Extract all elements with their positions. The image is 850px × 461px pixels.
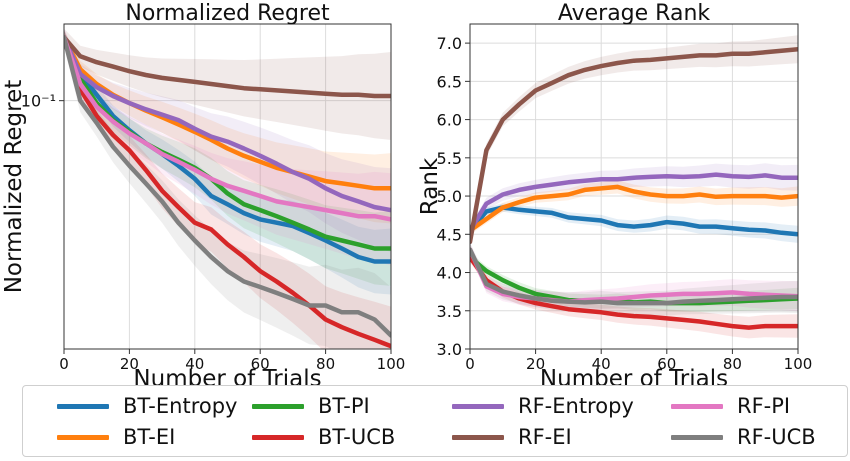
y-tick-label: 3.0 xyxy=(437,340,462,359)
y-tick-label: 5.0 xyxy=(437,187,462,206)
chart-title: Normalized Regret xyxy=(125,1,330,26)
legend-item-bt-ei: BT-EI xyxy=(57,423,175,451)
legend-label: RF-UCB xyxy=(737,425,816,449)
legend-swatch xyxy=(452,434,504,440)
series-line-bt-ucb xyxy=(64,35,391,349)
legend-item-bt-ucb: BT-UCB xyxy=(252,423,395,451)
legend-item-rf-entropy: RF-Entropy xyxy=(452,392,634,420)
x-tick-label: 0 xyxy=(465,355,475,373)
legend-label: BT-Entropy xyxy=(123,394,238,418)
band-bt-ucb xyxy=(64,29,391,349)
y-tick-label: 5.5 xyxy=(437,149,462,168)
legend-item-bt-entropy: BT-Entropy xyxy=(57,392,237,420)
legend-label: BT-UCB xyxy=(318,425,396,449)
legend-label: BT-EI xyxy=(123,425,176,449)
legend-swatch xyxy=(252,403,304,409)
x-tick-label: 60 xyxy=(657,355,676,373)
legend-swatch xyxy=(671,403,723,409)
x-tick-label: 20 xyxy=(120,355,139,373)
y-tick-label: 10⁻¹ xyxy=(21,92,56,111)
plot-frame xyxy=(469,23,799,350)
series-line-rf-ei xyxy=(470,46,798,245)
series-line-bt-entropy xyxy=(470,205,798,237)
legend-label: RF-Entropy xyxy=(518,394,634,418)
chart-title: Average Rank xyxy=(558,1,711,26)
y-tick-label: 4.0 xyxy=(437,264,462,283)
legend-swatch xyxy=(452,403,504,409)
y-tick-label: 4.5 xyxy=(437,225,462,244)
series-line-bt-ucb xyxy=(470,254,798,330)
legend-item-rf-pi: RF-PI xyxy=(671,392,790,420)
x-axis-label: Number of Trials xyxy=(540,366,728,385)
legend-swatch xyxy=(671,434,723,440)
x-tick-label: 0 xyxy=(59,355,69,373)
legend-swatch xyxy=(57,434,109,440)
y-tick-label: 6.0 xyxy=(437,111,462,130)
series-line-bt-ei xyxy=(470,184,798,233)
y-tick-label: 7.0 xyxy=(437,34,462,53)
legend-label: RF-EI xyxy=(518,425,572,449)
plot-frame xyxy=(63,23,392,350)
band-rf-ucb xyxy=(64,27,391,349)
x-tick-label: 100 xyxy=(784,355,813,373)
legend-item-bt-pi: BT-PI xyxy=(252,392,370,420)
series-line-rf-ucb xyxy=(64,35,391,338)
average-rank-panel: 0 20 40 60 80 100 3.0 3.5 4.0 4.5 5.0 5.5 6.0 6.5 7.0 A… xyxy=(417,1,812,385)
x-tick-label: 40 xyxy=(592,355,611,373)
band-bt-pi xyxy=(64,29,391,286)
x-tick-label: 100 xyxy=(377,355,406,373)
legend-label: BT-PI xyxy=(318,394,370,418)
band-bt-ucb xyxy=(470,252,798,339)
legend-item-rf-ei: RF-EI xyxy=(452,423,572,451)
legend: BT-Entropy BT-EI BT-PI BT-UCB RF-Entropy RF-E… xyxy=(22,385,848,457)
series-line-rf-pi xyxy=(64,35,391,222)
legend-label: RF-PI xyxy=(737,394,791,418)
legend-item-rf-ucb: RF-UCB xyxy=(671,423,816,451)
legend-swatch xyxy=(57,403,109,409)
y-axis-label: Normalized Regret xyxy=(1,80,27,294)
x-tick-label: 80 xyxy=(316,355,335,373)
legend-swatch xyxy=(252,434,304,440)
x-tick-label: 40 xyxy=(185,355,204,373)
band-rf-ei xyxy=(470,35,798,248)
x-tick-label: 80 xyxy=(723,355,742,373)
y-tick-label: 6.5 xyxy=(437,72,462,91)
series-line-rf-ei xyxy=(64,35,391,99)
series-line-rf-entropy xyxy=(470,172,798,233)
series-line-rf-ucb xyxy=(470,247,798,306)
x-axis-label: Number of Trials xyxy=(133,366,321,385)
y-tick-label: 3.5 xyxy=(437,302,462,321)
series-line-bt-entropy xyxy=(64,35,391,264)
y-axis-label: Rank xyxy=(417,157,443,215)
x-tick-label: 20 xyxy=(526,355,545,373)
x-tick-label: 60 xyxy=(251,355,270,373)
series-line-rf-entropy xyxy=(64,35,391,213)
band-rf-entropy xyxy=(470,163,798,236)
